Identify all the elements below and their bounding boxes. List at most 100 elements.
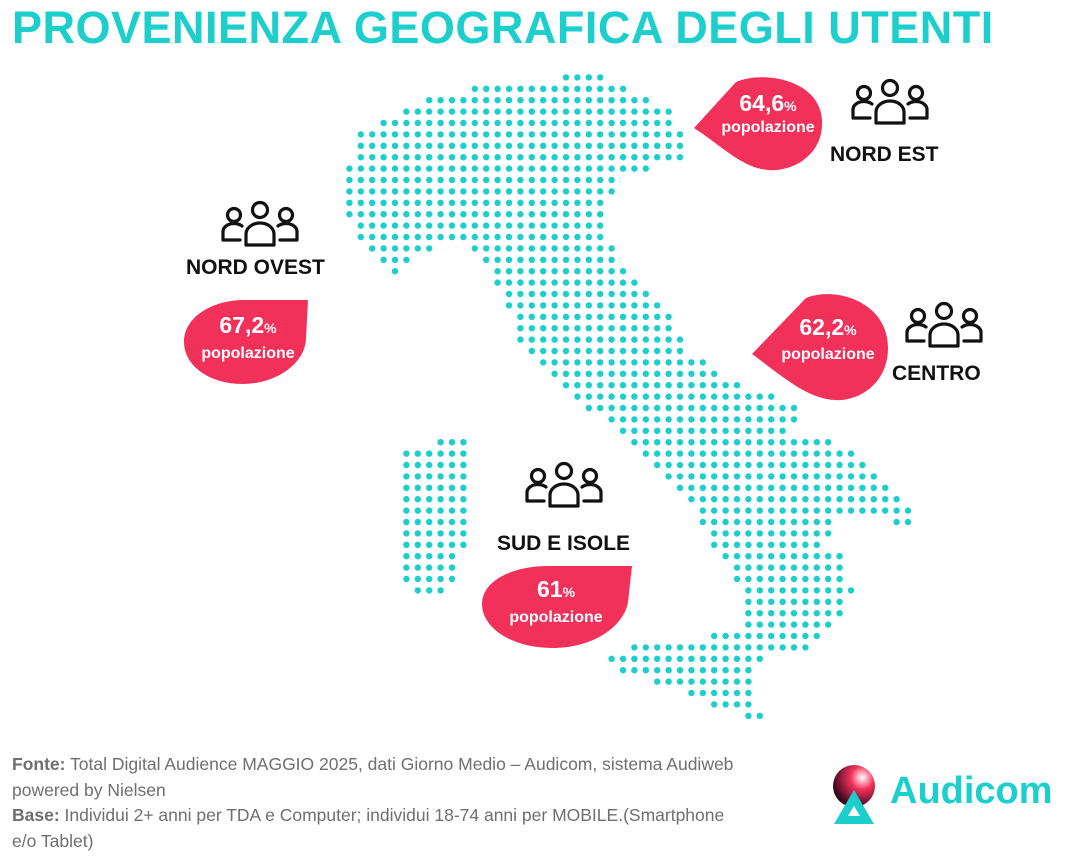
map-dot: [528, 268, 535, 275]
map-dot: [483, 85, 490, 93]
map-dot: [597, 108, 604, 115]
value-label: 62,2%: [799, 314, 857, 340]
map-dot: [665, 393, 672, 400]
map-dot: [551, 222, 558, 229]
map-dot: [414, 518, 421, 526]
map-dot: [676, 667, 684, 674]
map-dot: [437, 484, 444, 491]
map-dot: [403, 530, 410, 537]
map-dot: [403, 233, 410, 241]
map-dot: [654, 655, 661, 662]
map-dot: [722, 416, 729, 423]
map-dot: [608, 404, 615, 412]
map-dot: [802, 621, 809, 628]
map-dot: [585, 359, 592, 366]
map-dot: [676, 131, 684, 138]
map-dot: [654, 119, 661, 127]
map-dot: [608, 142, 615, 149]
map-dot: [790, 553, 798, 560]
map-dot: [528, 302, 535, 309]
map-dot: [631, 359, 638, 366]
map-dot: [528, 176, 535, 184]
map-dot: [847, 450, 855, 457]
map-dot: [574, 233, 581, 241]
map-dot: [665, 313, 672, 320]
map-dot: [654, 313, 661, 320]
map-dot: [494, 131, 501, 138]
map-dot: [540, 176, 547, 184]
map-dot: [562, 256, 570, 263]
map-dot: [562, 131, 570, 138]
map-dot: [813, 575, 820, 583]
map-dot: [562, 85, 570, 93]
map-dot: [654, 347, 661, 355]
map-dot: [471, 245, 478, 252]
map-dot: [802, 507, 809, 514]
map-dot: [414, 507, 421, 514]
map-dot: [574, 347, 581, 355]
map-dot: [745, 518, 752, 526]
map-dot: [528, 233, 535, 241]
map-dot: [722, 473, 729, 480]
map-dot: [414, 233, 421, 241]
map-dot: [540, 211, 547, 218]
map-dot: [551, 233, 558, 241]
map-dot: [448, 165, 456, 172]
map-dot: [585, 165, 592, 172]
map-dot: [699, 644, 706, 651]
map-dot: [825, 621, 832, 628]
map-dot: [528, 211, 535, 218]
map-dot: [346, 199, 353, 206]
map-dot: [494, 165, 501, 172]
map-dot: [745, 439, 752, 446]
map-dot: [768, 416, 775, 423]
map-dot: [403, 131, 410, 138]
map-dot: [688, 484, 695, 491]
map-dot: [688, 416, 695, 423]
map-dot: [437, 461, 444, 469]
map-dot: [426, 575, 433, 583]
map-dot: [711, 655, 718, 662]
map-dot: [802, 587, 809, 594]
map-dot: [756, 655, 763, 662]
map-dot: [608, 256, 615, 263]
map-dot: [813, 621, 820, 628]
map-dot: [551, 154, 558, 161]
map-dot: [426, 233, 433, 241]
map-dot: [619, 667, 627, 674]
map-dot: [711, 382, 718, 389]
map-dot: [699, 667, 706, 674]
map-dot: [699, 370, 706, 377]
map-dot: [756, 416, 763, 423]
map-dot: [517, 222, 524, 229]
map-dot: [437, 564, 444, 571]
map-dot: [494, 279, 501, 286]
map-dot: [870, 484, 877, 491]
map-dot: [505, 290, 513, 298]
map-dot: [722, 404, 729, 412]
map-dot: [722, 393, 729, 400]
map-dot: [768, 404, 775, 412]
map-dot: [676, 416, 684, 423]
map-dot: [779, 644, 786, 651]
map-dot: [505, 211, 513, 218]
map-dot: [437, 131, 444, 138]
map-dot: [745, 644, 752, 651]
map-dot: [426, 461, 433, 469]
map-dot: [654, 325, 661, 332]
map-dot: [756, 541, 763, 548]
map-dot: [483, 256, 490, 263]
map-dot: [414, 541, 421, 548]
map-dot: [574, 313, 581, 320]
map-dot: [426, 587, 433, 594]
map-dot: [745, 712, 752, 719]
map-dot: [437, 222, 444, 229]
map-dot: [699, 450, 706, 457]
map-dot: [574, 222, 581, 229]
map-dot: [836, 507, 843, 514]
map-dot: [574, 211, 581, 218]
map-dot: [574, 188, 581, 195]
map-dot: [505, 199, 513, 206]
map-dot: [460, 199, 467, 206]
map-dot: [437, 496, 444, 503]
